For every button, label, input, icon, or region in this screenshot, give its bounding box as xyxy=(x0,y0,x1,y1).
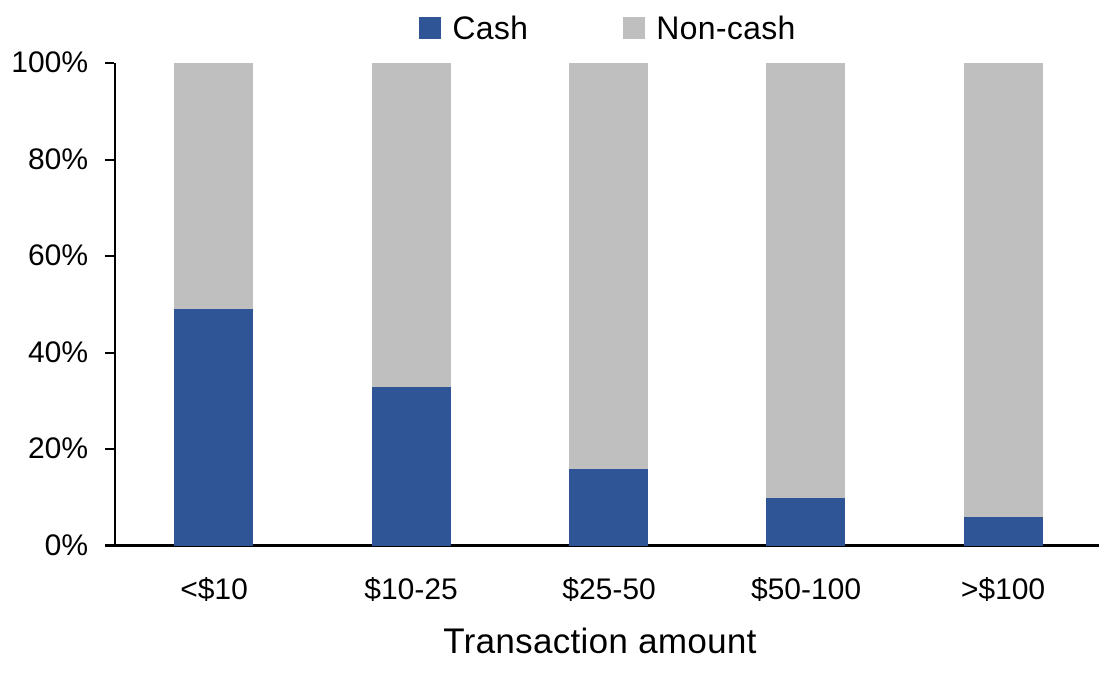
y-tick-20 xyxy=(105,448,114,451)
bar-10-25-cash xyxy=(372,386,451,546)
legend-label-cash: Cash xyxy=(452,10,529,46)
chart-legend: Cash Non-cash xyxy=(115,10,1100,46)
bar-10-cash xyxy=(174,309,253,546)
y-tick-0 xyxy=(105,545,114,547)
bar-50-100-cash xyxy=(766,497,845,546)
y-tick-60 xyxy=(105,255,114,258)
legend-swatch-cash-icon xyxy=(419,17,442,39)
bar-10-non-cash xyxy=(174,63,253,310)
y-tick-label-100: 100% xyxy=(11,46,88,79)
x-axis-title: Transaction amount xyxy=(443,622,757,661)
y-axis-line xyxy=(114,63,116,547)
bar-100-cash xyxy=(964,517,1043,546)
bar-50-100-non-cash xyxy=(766,63,845,498)
y-tick-label-40: 40% xyxy=(27,335,88,369)
legend-item-non-cash: Non-cash xyxy=(623,10,795,46)
y-tick-40 xyxy=(105,351,114,354)
x-tick-label-10-25: $10-25 xyxy=(364,573,458,606)
y-tick-100 xyxy=(105,62,114,64)
x-tick-label-25-50: $25-50 xyxy=(562,573,656,606)
legend-label-non-cash: Non-cash xyxy=(656,10,796,46)
bar-100-non-cash xyxy=(964,63,1043,518)
y-tick-80 xyxy=(105,158,114,161)
y-tick-label-60: 60% xyxy=(27,239,88,273)
x-tick-label-100: >$100 xyxy=(960,573,1046,606)
bar-10-25-non-cash xyxy=(372,63,451,387)
bar-25-50-cash xyxy=(569,468,648,546)
y-tick-label-80: 80% xyxy=(27,142,88,176)
x-tick-label-10: <$10 xyxy=(180,573,248,606)
y-tick-label-20: 20% xyxy=(27,432,88,466)
legend-item-cash: Cash xyxy=(419,10,528,46)
x-tick-label-50-100: $50-100 xyxy=(750,573,862,606)
y-tick-label-0: 0% xyxy=(44,529,88,562)
legend-swatch-non-cash-icon xyxy=(623,17,646,39)
bar-25-50-non-cash xyxy=(569,63,648,469)
